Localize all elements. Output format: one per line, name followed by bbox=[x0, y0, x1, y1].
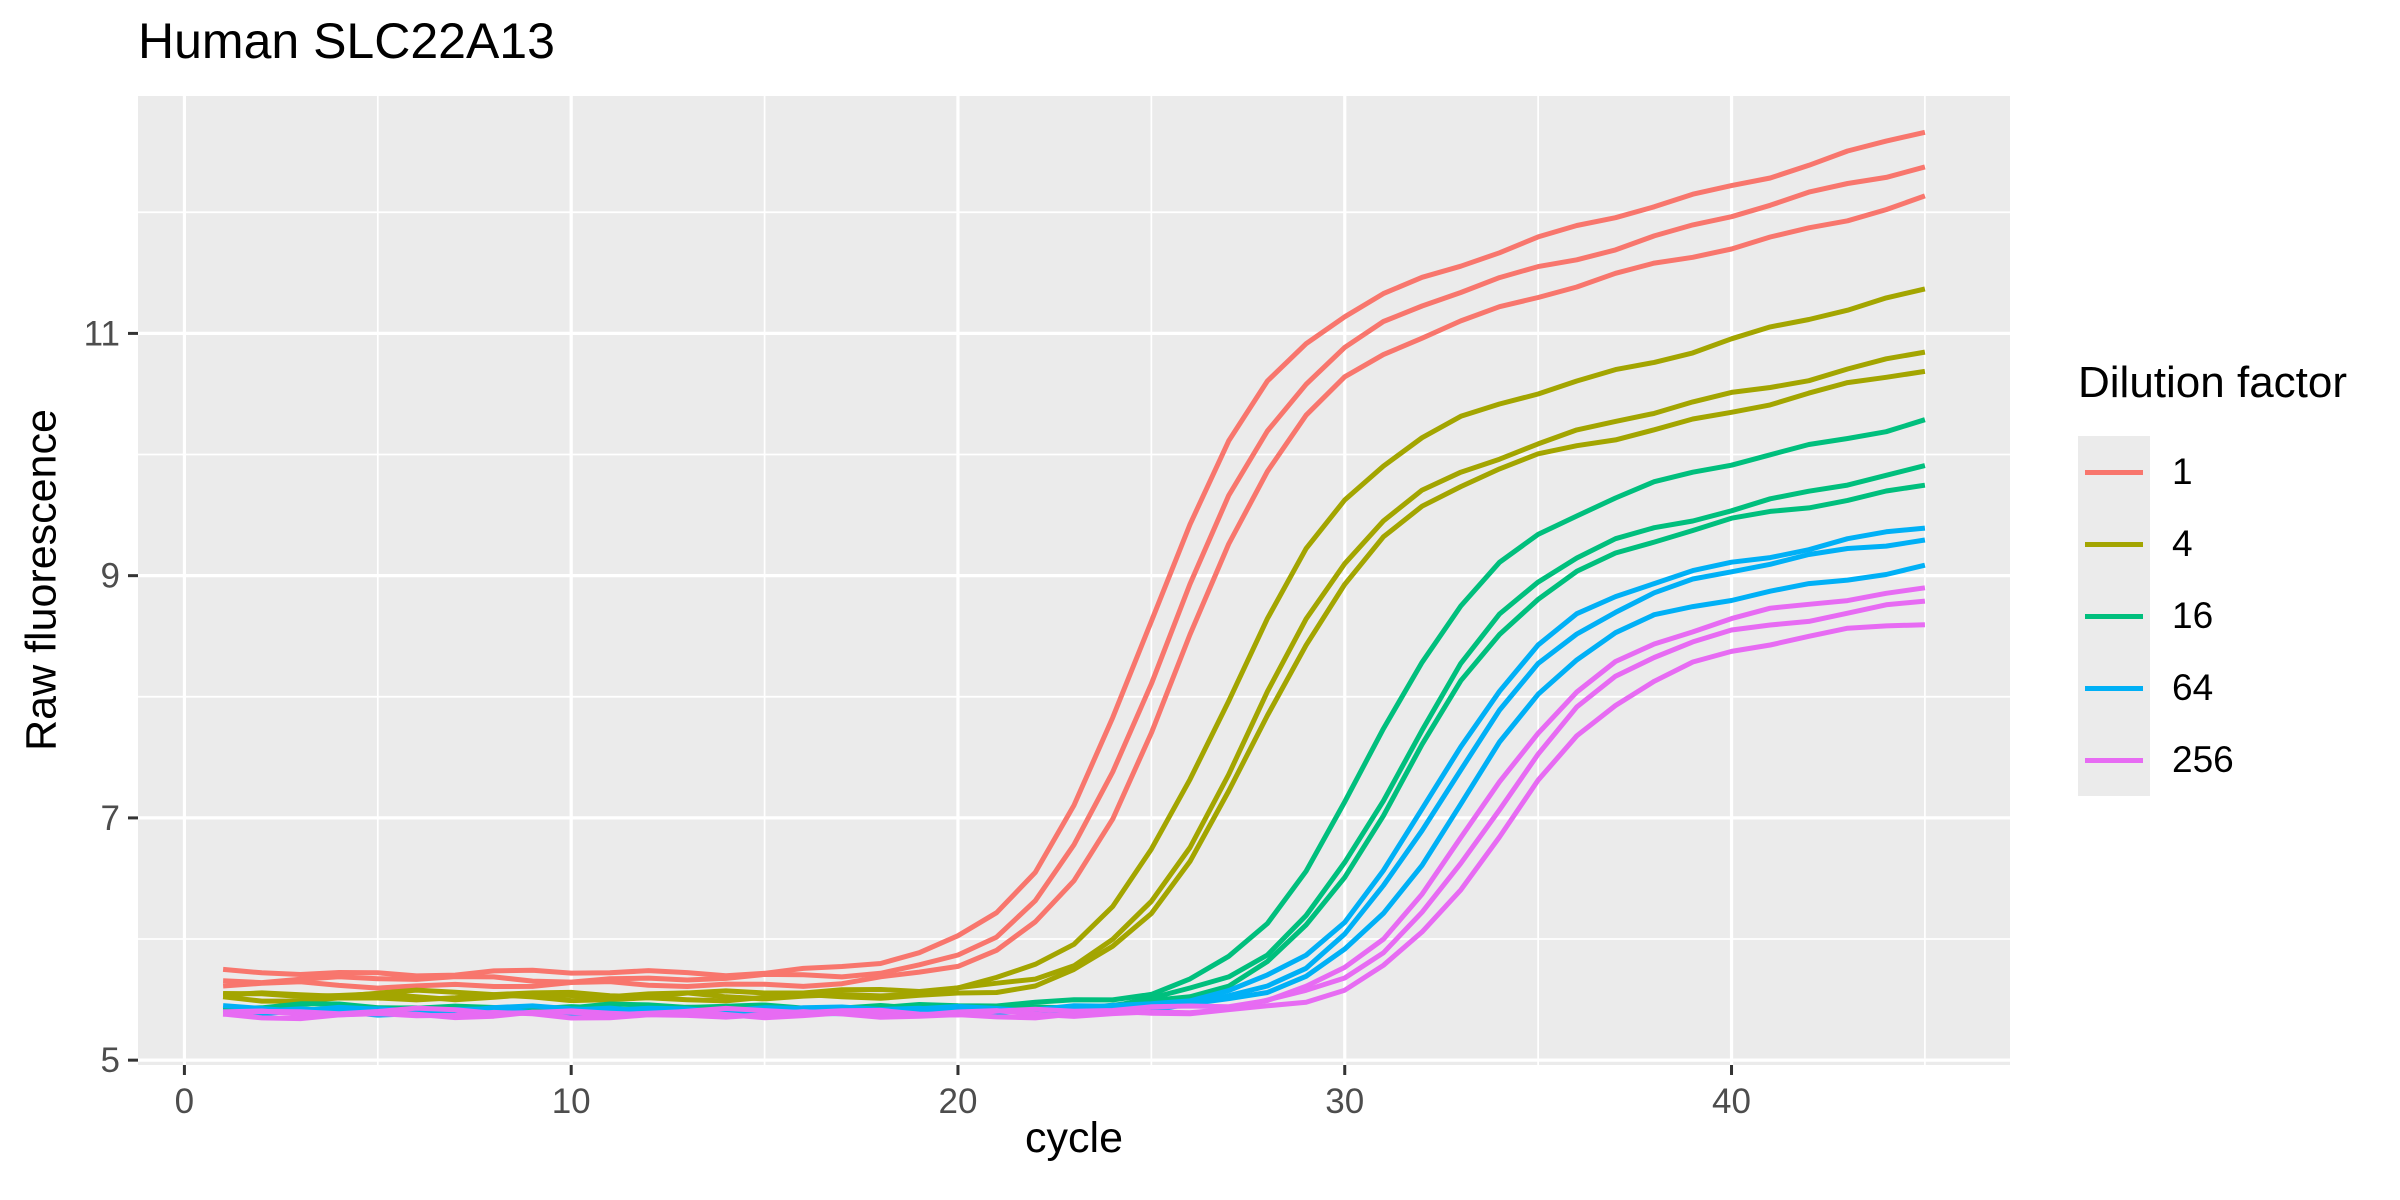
legend-entry-16: 16 bbox=[2078, 580, 2347, 652]
x-tick-label: 30 bbox=[1325, 1082, 1364, 1121]
legend-key-line bbox=[2085, 469, 2143, 475]
legend-key-swatch bbox=[2078, 652, 2150, 724]
legend-entry-1: 1 bbox=[2078, 436, 2347, 508]
legend-key-swatch bbox=[2078, 724, 2150, 796]
curve-dilution-1-rep-3 bbox=[222, 193, 1926, 991]
legend-key-line bbox=[2085, 613, 2143, 619]
legend-key-swatch bbox=[2078, 508, 2150, 580]
legend-title: Dilution factor bbox=[2078, 358, 2348, 407]
legend-key-swatch bbox=[2078, 436, 2150, 508]
legend-key-line bbox=[2085, 685, 2143, 691]
curve-dilution-1-rep-1 bbox=[222, 129, 1926, 979]
legend-label: 1 bbox=[2172, 451, 2193, 492]
legend-label: 64 bbox=[2172, 667, 2214, 708]
y-tick-label: 7 bbox=[101, 799, 120, 838]
legend-key-line bbox=[2085, 757, 2143, 763]
x-tick-label: 0 bbox=[175, 1082, 194, 1121]
legend-label: 4 bbox=[2172, 523, 2193, 564]
x-tick-label: 20 bbox=[938, 1082, 977, 1121]
x-tick-label: 40 bbox=[1712, 1082, 1751, 1121]
legend-key-swatch bbox=[2078, 580, 2150, 652]
legend-entry-64: 64 bbox=[2078, 652, 2347, 724]
y-tick-label: 5 bbox=[101, 1041, 120, 1080]
plot-panel-background bbox=[138, 96, 2010, 1065]
curve-dilution-4-rep-3 bbox=[222, 368, 1926, 1004]
legend: Dilution factor 1 4 16 64 256 bbox=[2078, 358, 2347, 796]
y-tick-label: 11 bbox=[84, 314, 120, 353]
legend-keys: 1 4 16 64 256 bbox=[2078, 436, 2347, 796]
legend-key-line bbox=[2085, 541, 2143, 547]
x-tick-label: 10 bbox=[552, 1082, 591, 1121]
curve-dilution-1-rep-2 bbox=[222, 164, 1926, 986]
curve-dilution-256-rep-3 bbox=[222, 622, 1925, 1022]
y-tick-label: 9 bbox=[101, 557, 120, 596]
legend-label: 256 bbox=[2172, 739, 2234, 780]
legend-label: 16 bbox=[2172, 595, 2214, 636]
legend-entry-4: 4 bbox=[2078, 508, 2347, 580]
legend-entry-256: 256 bbox=[2078, 724, 2347, 796]
x-axis-title: cycle bbox=[1025, 1114, 1123, 1162]
y-axis-title: Raw fluorescence bbox=[17, 409, 66, 751]
plot-title: Human SLC22A13 bbox=[138, 13, 555, 69]
